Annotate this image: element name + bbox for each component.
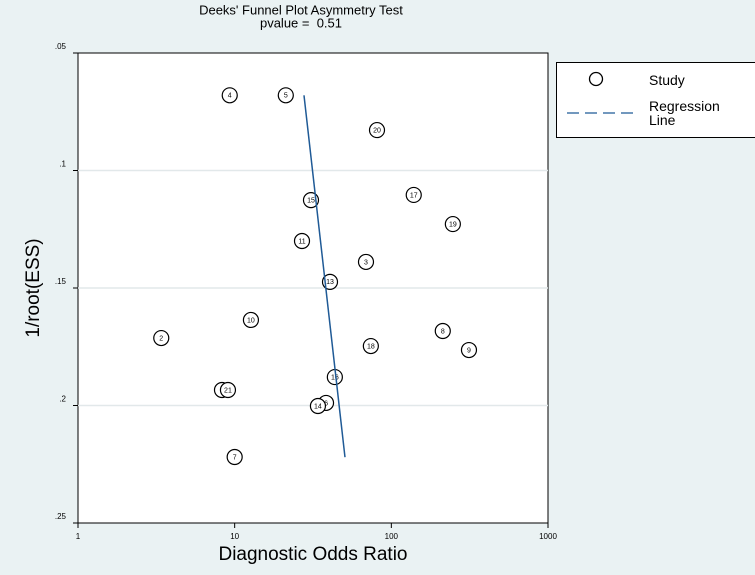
chart-subtitle: pvalue = 0.51 <box>260 15 342 30</box>
point-label: 11 <box>298 238 305 245</box>
study-point <box>434 322 451 340</box>
point-label: 4 <box>228 93 232 100</box>
point-label: 2 <box>159 335 163 342</box>
point-label: 3 <box>364 259 368 266</box>
point-label: 21 <box>224 387 232 394</box>
point-label: 6 <box>324 400 328 407</box>
chart-title: Deeks' Funnel Plot Asymmetry Test <box>199 2 403 17</box>
study-point <box>277 87 294 104</box>
study-point <box>444 215 461 233</box>
point-label: 18 <box>367 343 375 350</box>
point-label: 14 <box>314 403 322 410</box>
point-label: 5 <box>284 93 288 100</box>
point-label: 13 <box>326 279 334 286</box>
legend-label: Regression Line <box>649 98 720 128</box>
y-tick-label: .1 <box>59 160 66 169</box>
legend-circle <box>588 71 604 87</box>
point-label: 19 <box>449 221 457 228</box>
x-tick-label: 1 <box>76 532 81 541</box>
legend-label: Study <box>649 72 685 88</box>
study-point <box>460 341 478 359</box>
regression-line <box>303 95 346 458</box>
x-tick-label: 100 <box>385 532 399 541</box>
point-label: 15 <box>307 197 315 204</box>
study-point <box>357 253 375 271</box>
legend-item: Regression Line <box>557 97 755 131</box>
legend-item: Study <box>557 69 755 89</box>
study-point <box>405 186 422 204</box>
point-label: 7 <box>233 454 237 461</box>
study-point <box>226 448 243 466</box>
point-label: 8 <box>441 328 445 335</box>
study-point <box>362 337 379 355</box>
point-label: 17 <box>410 192 418 199</box>
x-tick-label: 10 <box>230 532 239 541</box>
study-point <box>221 87 238 104</box>
point-label: 9 <box>467 347 471 354</box>
legend-marker <box>588 71 604 87</box>
y-axis-label: 1/root(ESS) <box>23 238 44 337</box>
legend-marker <box>567 112 639 114</box>
study-point <box>293 232 311 250</box>
study-point <box>309 397 327 415</box>
study-point <box>242 311 260 329</box>
study-point <box>219 381 237 399</box>
x-tick-label: 1000 <box>539 532 557 541</box>
study-point <box>368 121 386 139</box>
y-tick-label: .05 <box>55 42 67 51</box>
point-label: 10 <box>247 317 255 324</box>
legend: Study Regression Line <box>556 62 755 138</box>
study-point <box>153 329 170 347</box>
y-tick-label: .2 <box>59 395 66 404</box>
point-label: 20 <box>373 127 381 134</box>
y-tick-label: .15 <box>55 277 67 286</box>
point-label: 16 <box>331 374 339 381</box>
y-tick-label: .25 <box>55 512 67 521</box>
x-axis-label: Diagnostic Odds Ratio <box>218 544 407 565</box>
